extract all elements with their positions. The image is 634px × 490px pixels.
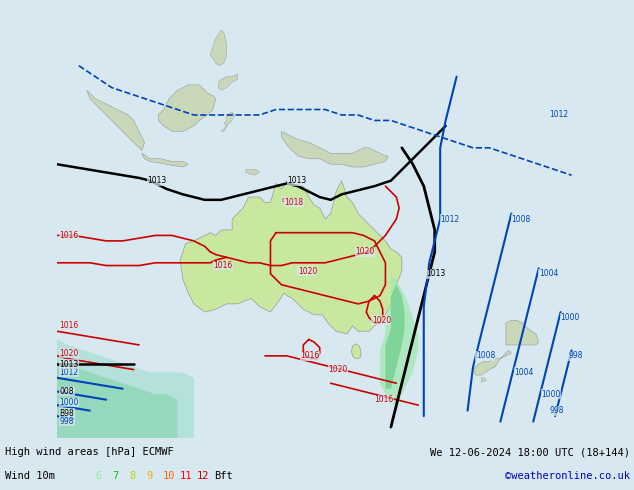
- Text: 1012: 1012: [60, 368, 79, 377]
- Text: 998: 998: [60, 417, 74, 426]
- Text: 998: 998: [550, 406, 564, 415]
- Text: 1020: 1020: [372, 316, 391, 325]
- Text: 9: 9: [146, 471, 152, 481]
- Text: 1008: 1008: [476, 351, 495, 360]
- Text: 12: 12: [197, 471, 209, 481]
- Polygon shape: [351, 344, 361, 359]
- Text: 6: 6: [95, 471, 101, 481]
- Text: 998: 998: [569, 351, 583, 360]
- Polygon shape: [57, 340, 194, 438]
- Text: 8: 8: [129, 471, 135, 481]
- Text: 1013: 1013: [147, 176, 167, 185]
- Text: 1000: 1000: [560, 313, 580, 322]
- Text: 1013: 1013: [60, 360, 79, 368]
- Text: c: c: [281, 197, 285, 203]
- Polygon shape: [385, 285, 404, 389]
- Polygon shape: [219, 74, 238, 90]
- Text: 1016: 1016: [60, 231, 79, 240]
- Polygon shape: [221, 112, 235, 131]
- Polygon shape: [142, 153, 188, 167]
- Text: 1000: 1000: [60, 398, 79, 407]
- Polygon shape: [180, 181, 402, 334]
- Polygon shape: [481, 378, 487, 382]
- Text: 10: 10: [163, 471, 176, 481]
- Text: 1012: 1012: [440, 215, 459, 223]
- Text: 1020: 1020: [328, 365, 347, 374]
- Polygon shape: [246, 170, 259, 175]
- Polygon shape: [158, 85, 216, 131]
- Text: 008: 008: [60, 387, 74, 396]
- Text: 1004: 1004: [539, 269, 558, 278]
- Text: 1004: 1004: [514, 368, 533, 377]
- Text: 1013: 1013: [427, 269, 446, 278]
- Text: 1016: 1016: [375, 395, 394, 404]
- Text: 1016: 1016: [213, 261, 232, 270]
- Text: 1000: 1000: [541, 390, 561, 399]
- Text: 1013: 1013: [287, 176, 306, 185]
- Text: 7: 7: [112, 471, 119, 481]
- Polygon shape: [87, 90, 145, 150]
- Polygon shape: [506, 320, 539, 345]
- Polygon shape: [281, 131, 388, 167]
- Text: 1020: 1020: [60, 349, 79, 358]
- Polygon shape: [380, 274, 418, 405]
- Polygon shape: [57, 361, 178, 438]
- Text: Wind 10m: Wind 10m: [5, 471, 55, 481]
- Text: High wind areas [hPa] ECMWF: High wind areas [hPa] ECMWF: [5, 447, 174, 457]
- Text: 1008: 1008: [512, 215, 531, 223]
- Text: 1020: 1020: [355, 247, 375, 256]
- Text: 1018: 1018: [284, 198, 303, 207]
- Polygon shape: [473, 350, 512, 375]
- Text: ©weatheronline.co.uk: ©weatheronline.co.uk: [505, 471, 630, 481]
- Text: 1016: 1016: [60, 321, 79, 330]
- Text: 1020: 1020: [298, 267, 317, 275]
- Text: 1012: 1012: [550, 110, 569, 120]
- Text: We 12-06-2024 18:00 UTC (18+144): We 12-06-2024 18:00 UTC (18+144): [430, 447, 630, 457]
- Text: B98: B98: [60, 409, 74, 418]
- Polygon shape: [210, 30, 227, 66]
- Text: 1016: 1016: [301, 351, 320, 360]
- Text: Bft: Bft: [214, 471, 233, 481]
- Text: 11: 11: [180, 471, 193, 481]
